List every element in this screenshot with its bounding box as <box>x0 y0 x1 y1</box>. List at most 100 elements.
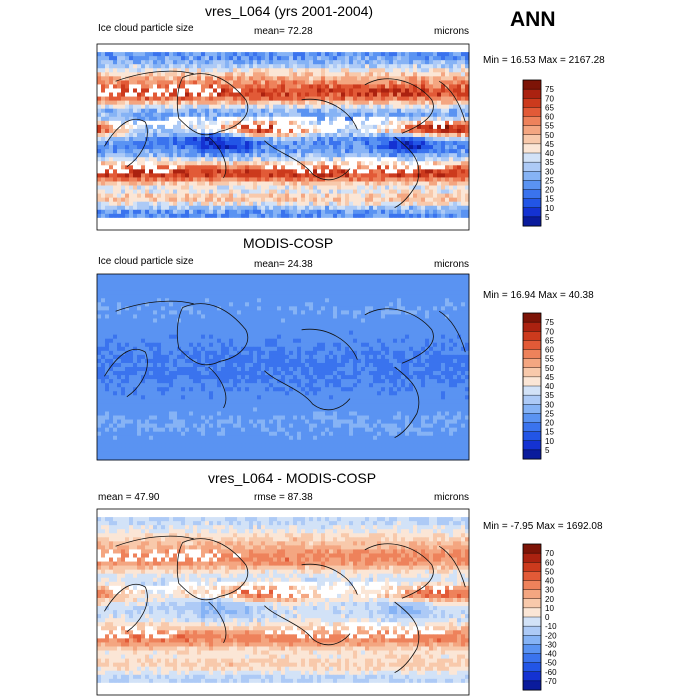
map-cell <box>269 112 274 118</box>
map-cell <box>265 76 270 81</box>
map-cell <box>365 141 370 146</box>
map-cell <box>373 76 378 81</box>
map-cell <box>149 185 154 190</box>
map-cell <box>257 80 262 85</box>
map-cell <box>385 286 390 291</box>
map-cell <box>357 72 362 77</box>
map-cell <box>177 44 182 49</box>
map-cell <box>293 225 298 231</box>
map-cell <box>221 177 226 182</box>
map-cell <box>365 298 370 303</box>
map-cell <box>249 80 254 85</box>
map-cell <box>269 205 274 211</box>
map-cell <box>257 286 262 291</box>
map-cell <box>133 137 138 142</box>
map-cell <box>465 112 470 118</box>
map-cell <box>157 161 162 166</box>
map-cell <box>161 96 166 102</box>
map-cell <box>173 274 178 279</box>
map-cell <box>425 205 430 211</box>
map-cell <box>193 104 198 110</box>
map-cell <box>361 120 366 126</box>
map-cell <box>357 197 362 203</box>
map-cell <box>337 88 342 93</box>
map-cell <box>165 84 170 89</box>
map-cell <box>281 145 286 150</box>
map-cell <box>449 108 454 114</box>
map-cell <box>145 286 150 291</box>
map-cell <box>193 181 198 186</box>
map-cell <box>297 153 302 158</box>
map-cell <box>329 274 334 279</box>
map-cell <box>429 278 434 283</box>
map-cell <box>313 157 318 162</box>
map-cell <box>313 68 318 73</box>
map-cell <box>253 84 258 89</box>
map-cell <box>445 290 450 295</box>
map-cell <box>417 124 422 130</box>
map-cell <box>329 124 334 130</box>
map-cell <box>345 294 350 299</box>
map-cell <box>97 294 102 299</box>
map-cell <box>145 193 150 199</box>
map-cell <box>181 64 186 69</box>
map-cell <box>161 141 166 146</box>
map-cell <box>181 88 186 93</box>
map-cell <box>257 201 262 207</box>
map-cell <box>453 84 458 89</box>
map-cell <box>381 100 386 106</box>
map-cell <box>269 84 274 89</box>
map-cell <box>105 161 110 166</box>
map-cell <box>261 132 266 138</box>
map-cell <box>253 80 258 85</box>
map-cell <box>425 213 430 219</box>
map-cell <box>405 60 410 65</box>
map-cell <box>345 60 350 65</box>
map-cell <box>289 217 294 223</box>
map-cell <box>433 145 438 150</box>
map-cell <box>245 64 250 69</box>
map-cell <box>461 64 466 69</box>
map-cell <box>397 76 402 81</box>
map-cell <box>269 169 274 174</box>
map-cell <box>233 112 238 118</box>
map-cell <box>385 56 390 61</box>
map-cell <box>217 177 222 182</box>
map-cell <box>273 120 278 126</box>
map-cell <box>421 290 426 295</box>
map-cell <box>317 84 322 89</box>
map-cell <box>317 221 322 227</box>
map-cell <box>269 165 274 170</box>
map-cell <box>341 64 346 69</box>
map-cell <box>309 88 314 93</box>
map-cell <box>161 56 166 61</box>
map-cell <box>413 100 418 106</box>
map-cell <box>457 181 462 186</box>
map-cell <box>389 52 394 57</box>
map-cell <box>233 104 238 110</box>
map-cell <box>209 149 214 154</box>
map-cell <box>101 209 106 215</box>
map-cell <box>169 149 174 154</box>
map-cell <box>313 213 318 219</box>
map-cell <box>425 185 430 190</box>
map-cell <box>369 72 374 77</box>
map-cell <box>337 205 342 211</box>
map-cell <box>401 72 406 77</box>
map-cell <box>369 274 374 279</box>
map-cell <box>453 116 458 122</box>
map-cell <box>221 104 226 110</box>
map-cell <box>113 116 118 122</box>
map-cell <box>313 88 318 93</box>
map-cell <box>309 60 314 65</box>
map-cell <box>205 225 210 231</box>
map-cell <box>277 104 282 110</box>
map-cell <box>213 116 218 122</box>
map-cell <box>441 48 446 53</box>
map-cell <box>381 298 386 303</box>
map-cell <box>145 84 150 89</box>
map-cell <box>425 161 430 166</box>
map-cell <box>277 141 282 146</box>
map-cell <box>341 88 346 93</box>
map-cell <box>137 124 142 130</box>
